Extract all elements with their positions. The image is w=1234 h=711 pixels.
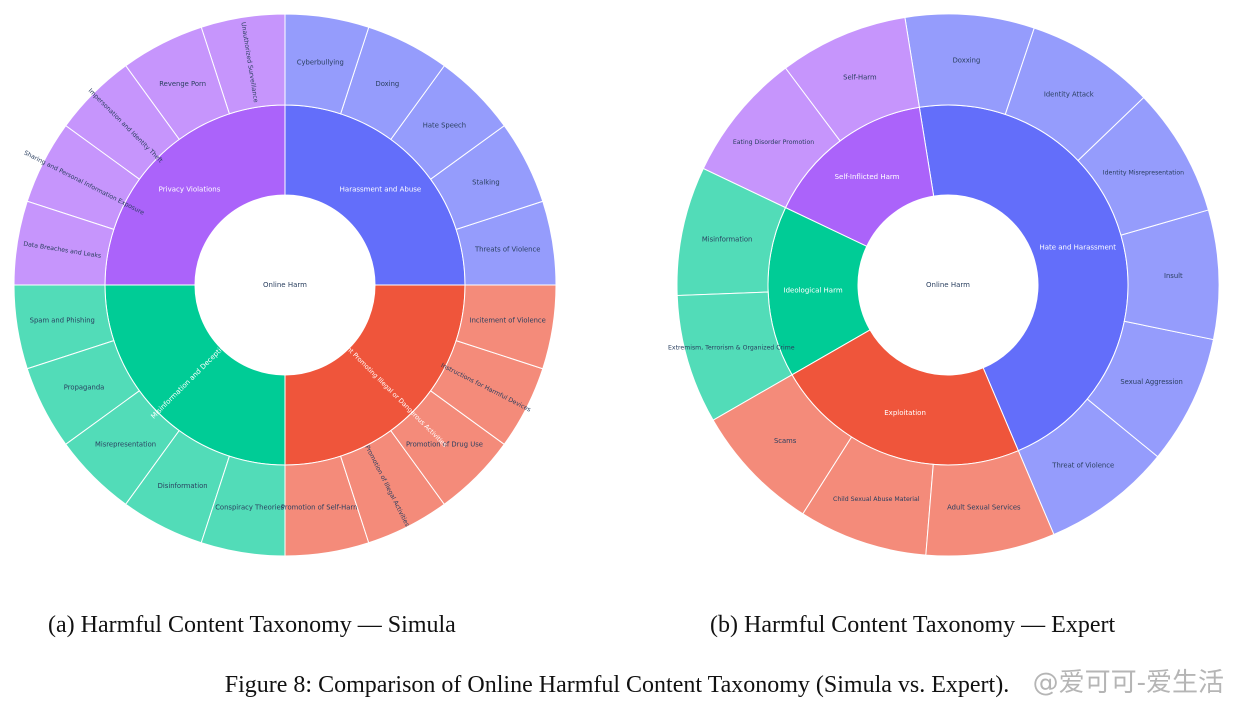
leaf-label: Identity Misrepresentation [1103,170,1184,177]
category-label: Ideological Harm [784,286,843,294]
leaf-label: Child Sexual Abuse Material [833,496,920,503]
leaf-label: Identity Attack [1044,91,1094,99]
leaf-label: Promotion of Drug Use [406,440,483,448]
leaf-label: Misinformation [702,236,753,244]
category-label: Hate and Harassment [1039,244,1116,252]
leaf-label: Doxxing [953,56,981,64]
leaf-label: Self-Harm [843,73,877,81]
leaf-label: Spam and Phishing [30,316,95,324]
leaf-sector-incitement-of-violence[interactable] [455,284,557,370]
leaf-label: Extremism, Terrorism & Organized Crime [668,344,795,351]
category-label: Self-Inflicted Harm [835,173,900,181]
leaf-label: Propaganda [64,383,105,391]
category-label: Privacy Violations [159,186,221,194]
category-label: Harassment and Abuse [340,186,422,194]
root-center [858,195,1038,375]
leaf-label: Hate Speech [423,122,466,130]
root-label: Online Harm [263,281,307,289]
leaf-label: Promotion of Self-Harm [281,504,360,512]
sunburst-chart-expert: Threat of Violence Sexual Aggression Insul… [668,13,1220,557]
leaf-label: Conspiracy Theories [215,504,284,512]
leaf-sector-adult-sexual-services[interactable] [925,450,1055,557]
root-label: Online Harm [926,281,970,289]
watermark: @爱可可-爱生活 [1032,668,1224,698]
leaf-label: Misrepresentation [95,440,156,448]
subcaption-a: (a) Harmful Content Taxonomy — Simula [48,612,456,638]
leaf-label: Disinformation [158,482,208,490]
leaf-label: Cyberbullying [297,58,344,66]
leaf-label: Doxing [376,80,400,88]
category-label: Exploitation [884,409,926,417]
sunburst-charts: Threats of Violence Stalking Hate Speech Do… [13,13,1220,557]
leaf-label: Sexual Aggression [1120,378,1182,386]
root-center [195,195,375,375]
leaf-label: Adult Sexual Services [947,504,1021,512]
figure-caption: Figure 8: Comparison of Online Harmful C… [224,672,1010,698]
leaf-label: Eating Disorder Promotion [733,139,814,146]
leaf-label: Insult [1164,272,1183,280]
leaf-label: Revenge Porn [159,80,206,88]
leaf-label: Stalking [472,179,499,187]
leaf-label: Incitement of Violence [470,316,546,324]
leaf-label: Scams [774,437,797,445]
leaf-label: Threats of Violence [474,246,540,254]
leaf-label: Threat of Violence [1051,461,1114,469]
subcaption-b: (b) Harmful Content Taxonomy — Expert [710,612,1116,638]
sunburst-chart-simula: Threats of Violence Stalking Hate Speech Do… [13,13,557,557]
